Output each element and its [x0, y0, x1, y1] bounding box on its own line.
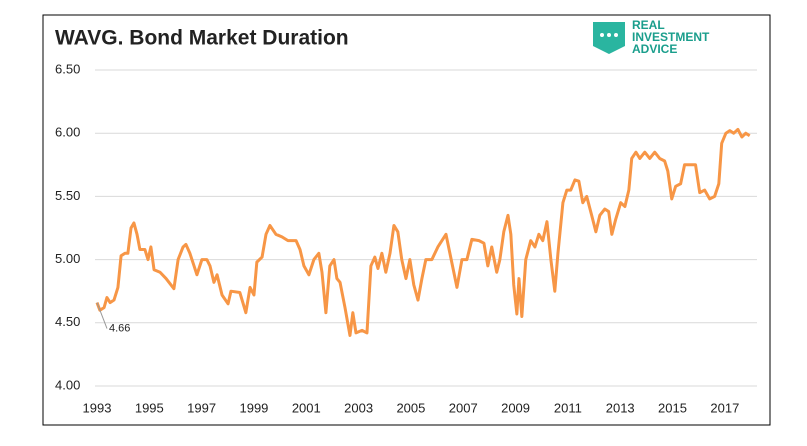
x-tick-label: 2013	[606, 400, 635, 415]
logo-shield	[593, 22, 625, 54]
y-tick-label: 5.00	[55, 251, 80, 266]
logo-text: ADVICE	[632, 42, 677, 56]
x-tick-label: 2005	[396, 400, 425, 415]
label-leader	[96, 302, 108, 329]
x-tick-label: 2009	[501, 400, 530, 415]
y-tick-label: 6.50	[55, 61, 80, 76]
chart-title: WAVG. Bond Market Duration	[55, 27, 349, 50]
chart-frame	[42, 14, 771, 426]
data-line	[95, 127, 751, 337]
x-tick-label: 2015	[658, 400, 687, 415]
x-tick-label: 2001	[292, 400, 321, 415]
x-tick-label: 1999	[239, 400, 268, 415]
data-label: 4.66	[109, 322, 130, 334]
x-tick-label: 2011	[554, 400, 582, 415]
x-tick-label: 2017	[710, 400, 739, 415]
y-tick-label: 4.00	[55, 377, 80, 392]
x-tick-label: 2007	[449, 400, 478, 415]
logo-text: INVESTMENT	[632, 30, 710, 44]
y-tick-label: 4.50	[55, 314, 80, 329]
logo-text: REAL	[632, 18, 665, 32]
logo-dot	[600, 33, 604, 37]
x-tick-label: 1995	[135, 400, 164, 415]
x-tick-label: 1993	[83, 400, 112, 415]
x-tick-label: 1997	[187, 400, 216, 415]
y-tick-label: 5.50	[55, 188, 80, 203]
logo: REAL INVESTMENT ADVICE	[593, 18, 710, 56]
logo-dot	[614, 33, 618, 37]
x-tick-label: 2003	[344, 400, 373, 415]
logo-dot	[607, 33, 611, 37]
y-tick-label: 6.00	[55, 125, 80, 140]
